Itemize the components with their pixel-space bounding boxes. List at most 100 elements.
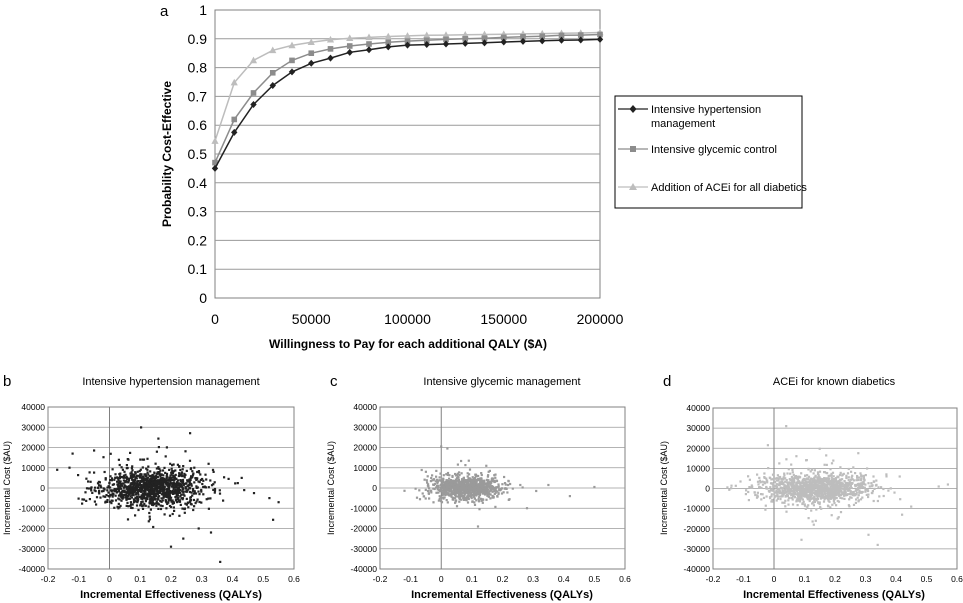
scatter-point	[151, 492, 154, 495]
scatter-point	[467, 495, 470, 498]
scatter-point	[161, 484, 164, 487]
scatter-point	[867, 533, 870, 536]
scatter-point	[758, 476, 761, 479]
scatter-point	[99, 484, 102, 487]
scatter-point	[429, 489, 432, 492]
scatter-point	[837, 488, 840, 491]
scatter-point	[457, 495, 460, 498]
scatter-point	[764, 508, 767, 511]
scatter-point	[775, 494, 778, 497]
data-point	[269, 46, 277, 54]
scatter-point	[775, 483, 778, 486]
scatter-point	[766, 481, 769, 484]
scatter-point	[134, 472, 137, 475]
scatter-point	[143, 473, 146, 476]
series-1	[212, 31, 603, 166]
scatter-point	[116, 480, 119, 483]
scatter-point	[437, 488, 440, 492]
scatter-point	[855, 491, 858, 494]
scatter-point	[804, 494, 807, 497]
scatter-point	[837, 490, 840, 493]
scatter-point	[832, 482, 835, 485]
scatter-point	[775, 485, 778, 489]
scatter-point	[450, 481, 453, 484]
scatter-point	[787, 468, 790, 471]
scatter-point	[462, 495, 465, 498]
scatter-point	[116, 476, 119, 479]
scatter-point	[465, 499, 468, 502]
scatter-point	[469, 479, 472, 482]
scatter-point	[172, 463, 175, 466]
scatter-point	[468, 477, 471, 480]
y-tick-label: -40000	[351, 564, 378, 574]
scatter-point	[428, 497, 431, 500]
scatter-point	[803, 504, 807, 507]
scatter-point	[485, 498, 488, 501]
scatter-point	[823, 477, 826, 480]
scatter-point	[760, 493, 763, 496]
scatter-point	[865, 493, 868, 496]
scatter-point	[763, 472, 766, 475]
scatter-point	[163, 493, 166, 496]
scatter-point	[156, 471, 159, 474]
scatter-point	[132, 498, 135, 501]
scatter-point	[844, 488, 847, 491]
scatter-point	[802, 482, 805, 485]
scatter-point	[775, 477, 778, 480]
scatter-point	[474, 489, 477, 492]
scatter-point	[141, 494, 145, 497]
data-point	[442, 31, 450, 38]
scatter-point	[787, 492, 790, 495]
scatter-point	[156, 502, 159, 505]
scatter-point	[882, 487, 885, 491]
scatter-point	[128, 492, 131, 495]
scatter-point	[822, 500, 826, 503]
scatter-point	[835, 496, 838, 500]
scatter-point	[820, 478, 823, 481]
x-tick-label: 0.4	[227, 574, 239, 584]
scatter-point	[478, 495, 481, 499]
scatter-point	[817, 494, 820, 498]
scatter-point	[806, 505, 809, 508]
scatter-point	[449, 493, 452, 496]
data-point	[423, 37, 430, 44]
scatter-point	[787, 497, 790, 500]
scatter-point	[489, 489, 493, 492]
scatter-point	[131, 465, 134, 468]
scatter-point	[779, 475, 782, 479]
y-tick-label: -20000	[19, 524, 46, 534]
scatter-point	[783, 501, 786, 504]
scatter-point	[125, 476, 129, 479]
scatter-point	[185, 482, 188, 485]
scatter-point	[756, 495, 759, 498]
scatter-point	[787, 503, 790, 506]
scatter-point	[810, 494, 813, 497]
scatter-point	[814, 492, 817, 495]
scatter-point	[861, 490, 864, 494]
scatter-point	[182, 537, 185, 540]
scatter-point	[473, 476, 476, 479]
scatter-point	[814, 474, 817, 477]
scatter-point	[838, 480, 841, 483]
scatter-point	[164, 480, 167, 483]
scatter-point	[456, 472, 459, 475]
scatter-point	[109, 452, 112, 455]
scatter-point	[156, 492, 159, 495]
scatter-point	[858, 491, 861, 494]
scatter-point	[156, 487, 159, 490]
scatter-point	[209, 479, 212, 482]
scatter-point	[85, 487, 89, 490]
scatter-point	[502, 491, 505, 494]
x-tick-label: 0.5	[588, 574, 600, 584]
panel-a-label: a	[160, 3, 169, 20]
scatter-point	[821, 480, 824, 483]
scatter-point	[464, 488, 467, 491]
scatter-point	[806, 478, 810, 481]
scatter-point	[745, 489, 748, 492]
scatter-point	[90, 489, 93, 492]
scatter-point	[440, 487, 443, 490]
scatter-point	[114, 473, 117, 476]
scatter-point	[828, 480, 831, 483]
scatter-point	[872, 499, 875, 503]
scatter-point	[484, 485, 487, 488]
